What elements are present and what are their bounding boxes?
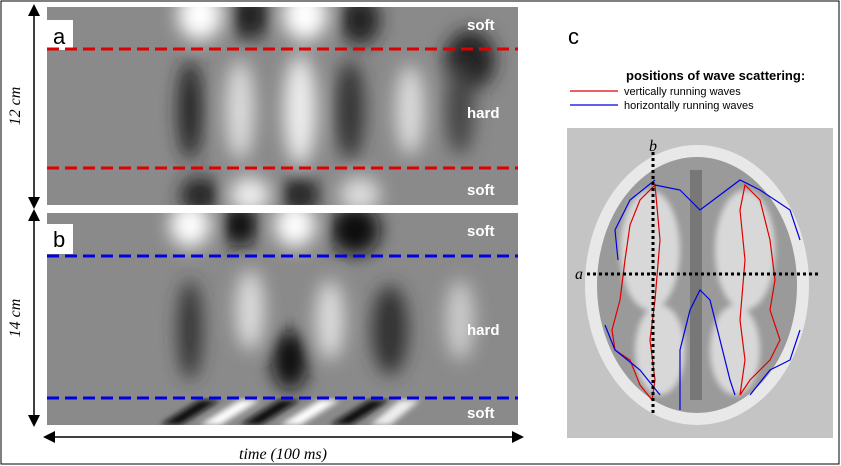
brain-image (567, 128, 833, 438)
panel-b-image (47, 203, 518, 425)
page: a soft hard soft b soft ha (0, 0, 841, 466)
time-label: time (100 ms) (239, 446, 327, 463)
region-label: soft (467, 405, 495, 422)
panel-label: a (53, 24, 66, 49)
size-label: 12 cm (7, 87, 24, 126)
panel-a-image (47, 0, 518, 213)
legend-entry: vertically running waves (624, 86, 741, 98)
region-label: soft (467, 17, 495, 34)
panel-label: c (568, 24, 579, 49)
axis-label: a (575, 266, 583, 283)
legend-entry: horizontally running waves (624, 100, 754, 112)
region-label: hard (467, 322, 500, 339)
region-label: hard (467, 105, 500, 122)
legend-title: positions of wave scattering: (626, 68, 805, 83)
region-label: soft (467, 182, 495, 199)
time-text: time (239, 446, 267, 463)
time-unit: (100 ms) (271, 446, 327, 463)
axis-label: b (649, 138, 657, 155)
region-label: soft (467, 223, 495, 240)
figure: a soft hard soft b soft ha (0, 0, 841, 466)
size-label: 14 cm (7, 299, 24, 338)
panel-label: b (53, 227, 65, 252)
